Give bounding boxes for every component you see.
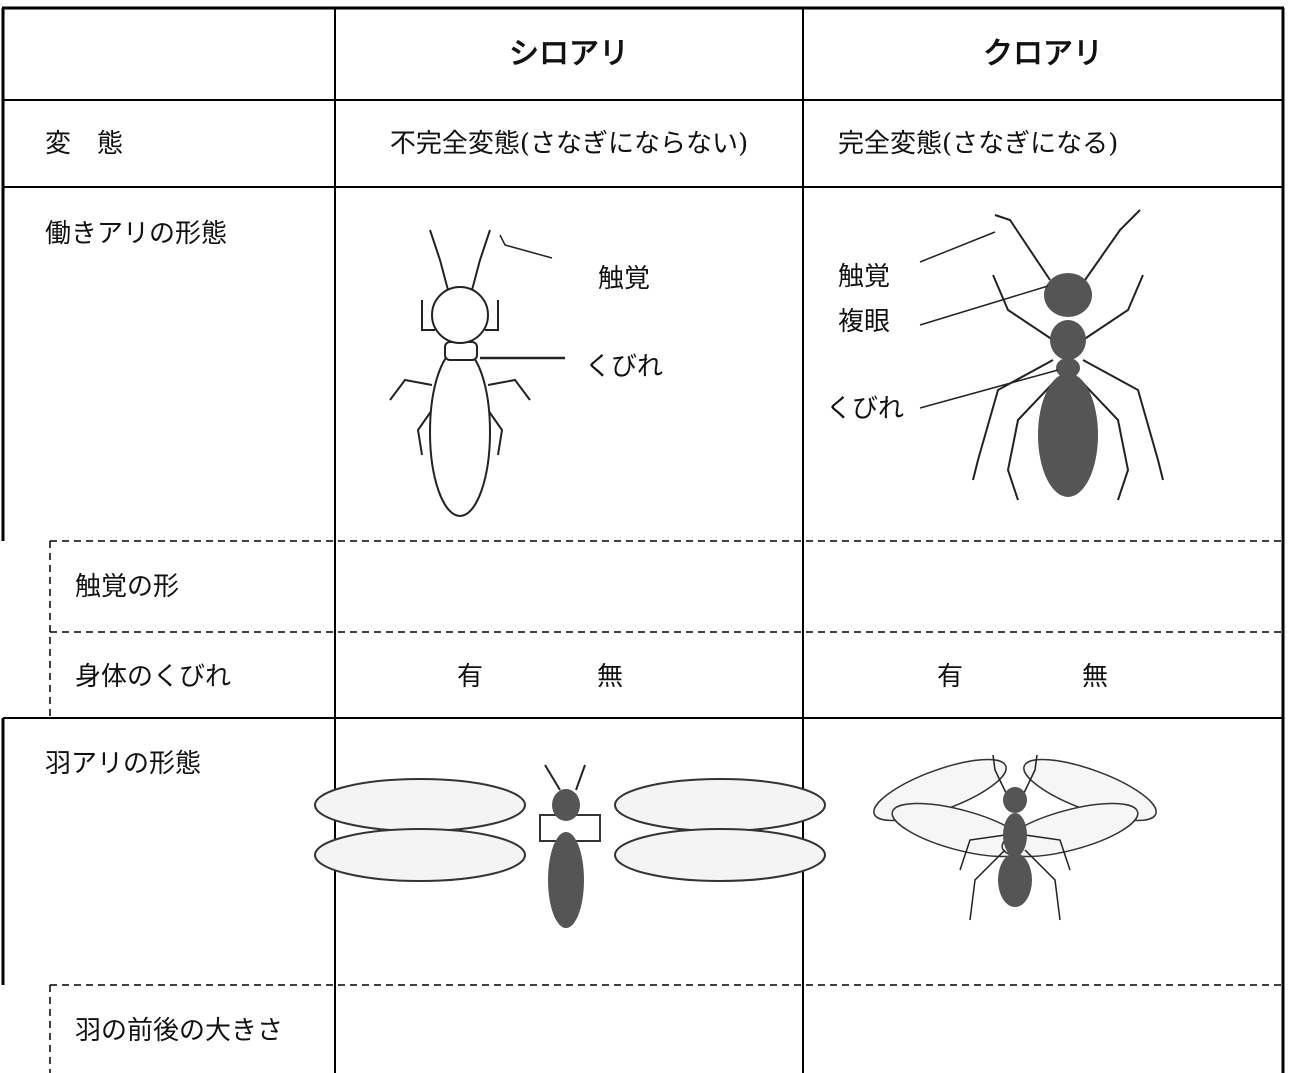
stroke xyxy=(429,229,449,291)
column-header: シロアリ xyxy=(509,37,629,72)
figure-label: 触覚 xyxy=(838,262,890,292)
option: 有 xyxy=(937,662,963,692)
option: 有 xyxy=(457,662,483,692)
stroke xyxy=(1022,754,1038,796)
cell-text: 完全変態(さなぎになる) xyxy=(838,129,1118,159)
wing xyxy=(314,778,526,832)
ant-thorax xyxy=(1050,320,1086,360)
termite-neck xyxy=(444,341,478,361)
row-label: 触覚の形 xyxy=(75,572,179,602)
winged-termite-body xyxy=(548,832,584,928)
stroke xyxy=(919,369,1059,409)
stroke xyxy=(919,231,996,263)
wing xyxy=(614,778,826,832)
winged-ant-thorax xyxy=(1003,813,1027,857)
winged-termite-head xyxy=(552,789,580,821)
stroke xyxy=(1084,209,1141,281)
stroke xyxy=(959,834,1006,871)
option: 無 xyxy=(597,662,623,692)
row-label: 変 態 xyxy=(45,129,123,159)
stroke xyxy=(969,849,1006,921)
ant-head xyxy=(1044,273,1092,317)
stroke xyxy=(499,234,553,259)
row-label: 身体のくびれ xyxy=(75,662,231,692)
ant-petiole xyxy=(1056,358,1080,378)
wing xyxy=(614,828,826,882)
cell-text: 不完全変態(さなぎにならない) xyxy=(390,129,748,159)
ant-gaster xyxy=(1038,373,1098,497)
option: 無 xyxy=(1082,662,1108,692)
stroke xyxy=(544,764,561,791)
table-grid xyxy=(1,6,1285,1073)
row-label: 羽アリの形態 xyxy=(45,749,201,779)
winged-ant-gaster xyxy=(998,853,1032,907)
illustrations xyxy=(314,209,1164,928)
stroke xyxy=(1082,274,1144,341)
stroke xyxy=(919,285,1049,326)
stroke xyxy=(1024,849,1061,921)
stroke xyxy=(416,409,433,456)
wing xyxy=(314,828,526,882)
figure-label: くびれ xyxy=(826,394,904,424)
figure-label: 複眼 xyxy=(838,307,890,337)
termite-head xyxy=(431,286,489,344)
stroke xyxy=(972,359,1054,481)
stroke xyxy=(994,214,1051,281)
winged-ant-head xyxy=(1003,787,1027,813)
termite-abdomen xyxy=(429,347,491,517)
row-label: 働きアリの形態 xyxy=(45,219,227,249)
stroke xyxy=(575,764,586,791)
stroke xyxy=(1024,834,1071,871)
stroke xyxy=(485,300,499,331)
wing xyxy=(1001,802,1139,858)
stroke xyxy=(1079,379,1130,501)
figure-label: くびれ xyxy=(585,352,663,382)
figure-label: 触覚 xyxy=(598,264,650,294)
stroke xyxy=(389,378,433,401)
stroke xyxy=(1006,379,1057,501)
stroke xyxy=(992,274,1054,341)
stroke xyxy=(421,300,435,331)
stroke xyxy=(487,378,531,401)
column-header: クロアリ xyxy=(983,37,1103,72)
row-label: 羽の前後の大きさ xyxy=(75,1016,283,1046)
stroke xyxy=(471,229,491,291)
stroke xyxy=(1082,359,1164,481)
stroke xyxy=(487,409,504,456)
stroke xyxy=(992,754,1008,796)
